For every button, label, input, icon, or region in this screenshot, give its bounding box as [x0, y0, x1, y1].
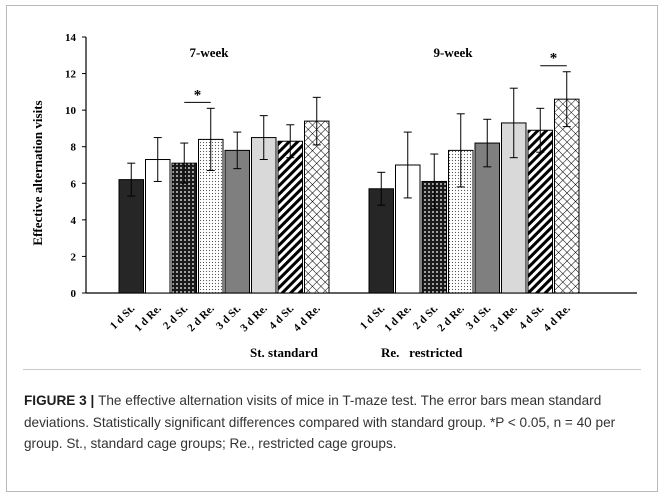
caption-text: The effective alternation visits of mice… — [24, 393, 616, 451]
bar-7-week-1 — [145, 159, 171, 294]
bar-7-week-5 — [251, 137, 277, 294]
y-tick-label: 10 — [65, 105, 77, 117]
significance-marker: * — [550, 51, 558, 67]
figure-label: FIGURE 3 — [24, 393, 87, 408]
panel-title-0: 7-week — [190, 45, 230, 60]
y-tick-label: 14 — [65, 32, 77, 44]
category-label: 1 d Re. — [382, 302, 414, 334]
legend-standard: St. standard — [250, 345, 319, 360]
y-tick-label: 8 — [71, 142, 77, 154]
y-tick-label: 12 — [65, 69, 77, 81]
y-tick-label: 2 — [71, 251, 77, 263]
bar-7-week-7 — [304, 120, 330, 294]
category-label: 1 d Re. — [132, 302, 164, 334]
category-label: 2 d Re. — [185, 302, 217, 334]
category-label: 3 d Re. — [488, 302, 520, 334]
y-axis-title: Effective alternation visits — [30, 100, 45, 245]
bar-7-week-2 — [171, 162, 197, 294]
legend-restricted: Re. restricted — [381, 345, 463, 360]
figure-separator: | — [86, 393, 99, 408]
bar-7-week-4 — [224, 149, 250, 294]
y-tick-label: 0 — [71, 288, 77, 300]
y-tick-label: 4 — [71, 215, 77, 227]
category-label: 3 d Re. — [238, 302, 270, 334]
figure-caption: FIGURE 3 | The effective alternation vis… — [24, 390, 646, 455]
bar-7-week-0 — [118, 179, 144, 294]
bar-7-week-6 — [277, 140, 303, 294]
y-tick-label: 6 — [71, 178, 77, 190]
panel-title-1: 9-week — [434, 45, 474, 60]
bar-9-week-0 — [368, 188, 394, 294]
significance-marker: * — [194, 87, 202, 103]
figure-panel: 0 2 4 6 8 10 12 14 7-week 1 d St. 1 d Re. 2 d St. 2… — [6, 5, 658, 492]
category-label: 2 d Re. — [435, 302, 467, 334]
category-label: 4 d Re. — [291, 302, 323, 334]
bar-9-week-4 — [474, 142, 500, 294]
caption-divider — [23, 369, 641, 370]
bar-9-week-6 — [527, 129, 553, 294]
category-label: 4 d Re. — [541, 302, 573, 334]
bar-9-week-7 — [554, 98, 580, 294]
